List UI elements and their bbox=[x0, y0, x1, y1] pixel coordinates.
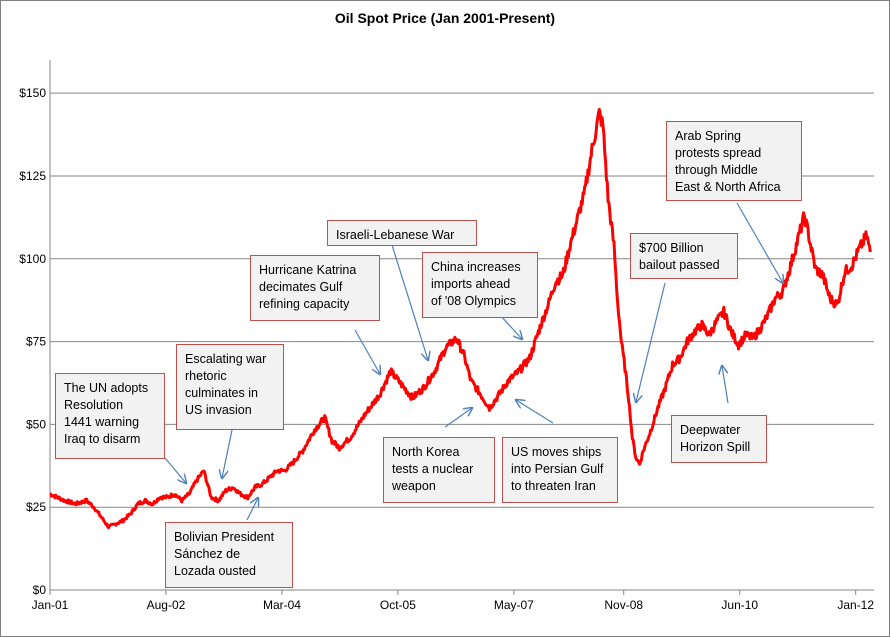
annotation-arab-spring: Arab Spring protests spread through Midd… bbox=[666, 121, 802, 201]
x-tick-label: Mar-04 bbox=[263, 598, 301, 612]
annotation-north-korea: North Korea tests a nuclear weapon bbox=[383, 437, 495, 503]
annotation-arrow bbox=[391, 244, 428, 360]
annotation-katrina: Hurricane Katrina decimates Gulf refinin… bbox=[250, 255, 380, 321]
annotation-arrow bbox=[499, 314, 522, 339]
x-tick-label: Oct-05 bbox=[380, 598, 416, 612]
price-line bbox=[49, 107, 872, 530]
annotation-china: China increases imports ahead of '08 Oly… bbox=[422, 252, 538, 318]
annotation-arrow bbox=[736, 202, 783, 283]
annotation-deepwater: Deepwater Horizon Spill bbox=[671, 415, 767, 463]
annotation-un-1441: The UN adopts Resolution 1441 warning Ir… bbox=[55, 373, 165, 459]
x-tick-label: Jan-12 bbox=[837, 598, 874, 612]
y-tick-label: $50 bbox=[26, 417, 46, 431]
annotation-arrow bbox=[164, 457, 186, 483]
chart-title: Oil Spot Price (Jan 2001-Present) bbox=[334, 10, 556, 26]
y-tick-label: $125 bbox=[19, 169, 46, 183]
annotation-bolivia: Bolivian President Sánchez de Lozada ous… bbox=[165, 522, 293, 588]
y-tick-label: $75 bbox=[26, 335, 46, 349]
annotation-persian-gulf: US moves ships into Persian Gulf to thre… bbox=[502, 437, 618, 503]
x-tick-label: May-07 bbox=[494, 598, 534, 612]
annotation-bailout: $700 Billion bailout passed bbox=[630, 233, 738, 279]
y-tick-label: $100 bbox=[19, 252, 46, 266]
x-tick-label: Nov-08 bbox=[604, 598, 643, 612]
annotation-arrow bbox=[246, 498, 258, 521]
x-tick-label: Jun-10 bbox=[721, 598, 758, 612]
y-tick-label: $25 bbox=[26, 500, 46, 514]
x-tick-label: Aug-02 bbox=[147, 598, 186, 612]
annotation-arrow bbox=[222, 429, 233, 478]
annotation-arrow bbox=[636, 282, 666, 402]
annotation-arrow bbox=[444, 408, 472, 428]
annotation-arrow bbox=[354, 329, 380, 374]
y-tick-label: $0 bbox=[33, 583, 47, 597]
y-tick-label: $150 bbox=[19, 86, 46, 100]
x-tick-label: Jan-01 bbox=[32, 598, 69, 612]
annotation-arrow bbox=[722, 366, 729, 404]
annotation-lebanon: Israeli-Lebanese War bbox=[327, 220, 477, 246]
annotation-iraq-war: Escalating war rhetoric culminates in US… bbox=[176, 344, 284, 430]
annotation-arrow bbox=[516, 400, 554, 424]
